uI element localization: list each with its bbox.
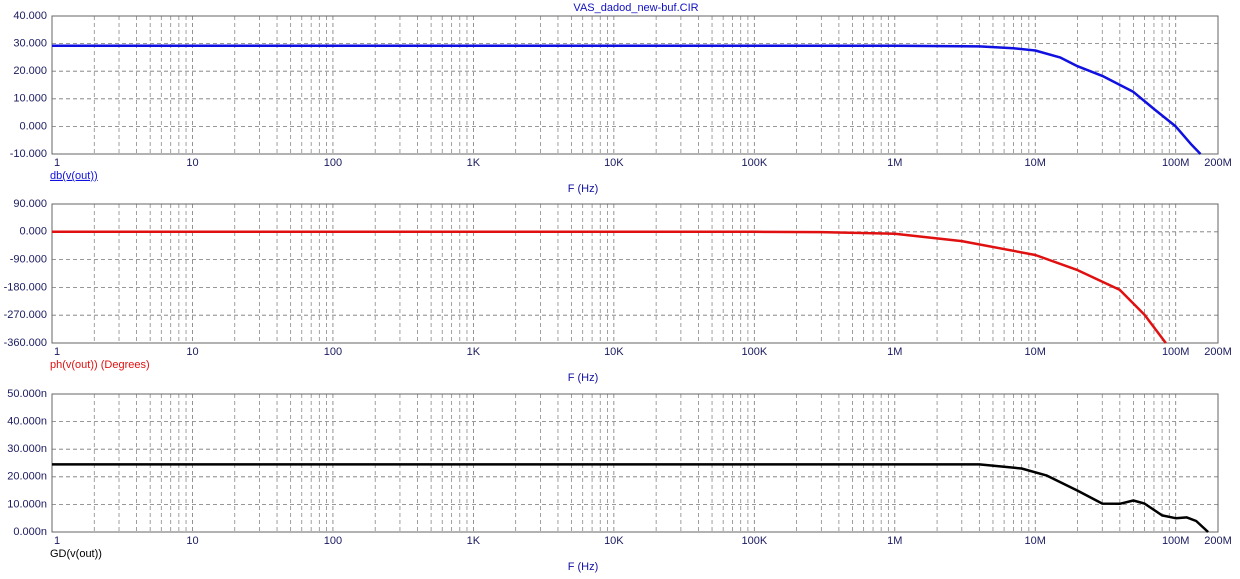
x-tick-label: 100	[324, 535, 342, 547]
y-tick-label: 90.000	[13, 198, 47, 210]
y-tick-label: 0.000	[19, 120, 47, 132]
y-tick-label: -10.000	[10, 148, 47, 160]
x-tick-label: 1K	[467, 535, 481, 547]
y-tick-label: 20.000n	[7, 471, 47, 483]
x-tick-label: 10M	[1025, 346, 1046, 358]
y-tick-label: 20.000	[13, 65, 47, 77]
y-tick-label: -180.000	[4, 281, 47, 293]
y-tick-label: 50.000n	[7, 388, 47, 400]
x-axis-label: F (Hz)	[568, 561, 599, 573]
x-tick-label: 10K	[604, 157, 624, 169]
plot-frame	[51, 203, 1219, 344]
y-tick-label: 40.000n	[7, 416, 47, 428]
x-tick-label: 1M	[887, 157, 902, 169]
series-line	[52, 230, 1167, 344]
x-tick-label: 10K	[604, 346, 624, 358]
x-tick-label: 200M	[1204, 535, 1232, 547]
x-tick-label: 200M	[1204, 346, 1232, 358]
y-tick-label: 30.000	[13, 38, 47, 50]
y-tick-label: -90.000	[10, 254, 47, 266]
x-axis-label: F (Hz)	[568, 372, 599, 384]
series-label: GD(v(out))	[50, 548, 102, 560]
y-tick-label: 0.000n	[13, 526, 47, 538]
x-tick-label: 1K	[467, 346, 481, 358]
x-tick-label: 10	[186, 157, 198, 169]
x-tick-label: 100K	[741, 535, 767, 547]
plot-frame	[51, 15, 1219, 155]
x-tick-label: 10K	[604, 535, 624, 547]
y-tick-label: -360.000	[4, 337, 47, 349]
series-label: db(v(out))	[50, 170, 98, 182]
x-tick-label: 1	[54, 157, 60, 169]
x-tick-label: 1K	[467, 157, 481, 169]
x-tick-label: 100K	[741, 157, 767, 169]
x-tick-label: 100K	[741, 346, 767, 358]
x-tick-label: 100M	[1162, 535, 1190, 547]
x-tick-label: 1M	[887, 346, 902, 358]
x-tick-label: 1M	[887, 535, 902, 547]
x-tick-label: 1	[54, 346, 60, 358]
x-tick-label: 1	[54, 535, 60, 547]
x-tick-label: 100M	[1162, 157, 1190, 169]
x-tick-label: 10	[186, 346, 198, 358]
series-line	[52, 463, 1209, 533]
plot-frame	[51, 393, 1219, 533]
x-tick-label: 100M	[1162, 346, 1190, 358]
y-tick-label: 10.000	[13, 93, 47, 105]
y-tick-label: -270.000	[4, 309, 47, 321]
series-label: ph(v(out)) (Degrees)	[50, 359, 150, 371]
series-line	[52, 44, 1202, 155]
y-tick-label: 40.000	[13, 10, 47, 22]
x-tick-label: 100	[324, 157, 342, 169]
x-tick-label: 10M	[1025, 535, 1046, 547]
x-tick-label: 10	[186, 535, 198, 547]
chart-title: VAS_dadod_new-buf.CIR	[573, 2, 698, 14]
x-tick-label: 100	[324, 346, 342, 358]
x-tick-label: 10M	[1025, 157, 1046, 169]
x-tick-label: 200M	[1204, 157, 1232, 169]
x-axis-label: F (Hz)	[568, 183, 599, 195]
y-tick-label: 0.000	[19, 226, 47, 238]
y-tick-label: 30.000n	[7, 443, 47, 455]
y-tick-label: 10.000n	[7, 498, 47, 510]
